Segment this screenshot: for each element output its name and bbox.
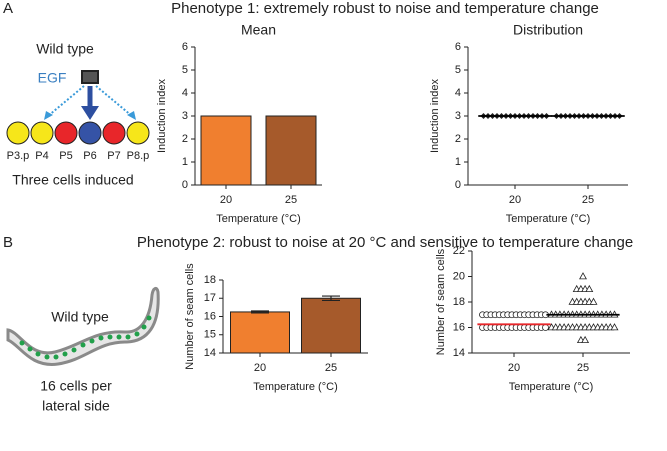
- point: [610, 323, 619, 331]
- axes: [471, 251, 630, 354]
- y-tick-label: 5: [182, 64, 188, 76]
- point: [589, 297, 598, 305]
- y-tick-label: 0: [455, 179, 461, 191]
- y-tick-label: 14: [204, 347, 216, 359]
- y-tick-label: 16: [453, 321, 465, 333]
- y-tick-label: 18: [453, 296, 465, 308]
- y-axis-title: Number of seam cells: [184, 263, 196, 370]
- x-tick-label: 20: [220, 194, 232, 206]
- bar: [200, 115, 252, 186]
- bar: [301, 297, 361, 354]
- y-tick-label: 4: [182, 87, 188, 99]
- x-tick-label: 20: [254, 362, 266, 374]
- diagram-heading: Wild type: [51, 309, 109, 325]
- axes: [194, 47, 322, 186]
- cell-label: P4: [35, 150, 48, 162]
- y-axis-title: Number of seam cells: [435, 248, 447, 355]
- y-tick-label: 22: [453, 245, 465, 257]
- x-axis-title: Temperature (°C): [253, 381, 337, 393]
- error-bar: [251, 310, 269, 314]
- point: [581, 335, 590, 344]
- y-tick-label: 3: [182, 110, 188, 122]
- cells: [6, 121, 150, 145]
- y-tick-label: 15: [204, 329, 216, 341]
- point: [579, 272, 587, 280]
- cell-label: P3.p: [7, 150, 30, 162]
- diagram-caption: 16 cells per: [40, 378, 112, 394]
- y-tick-label: 20: [453, 270, 465, 282]
- worm: [6, 286, 160, 366]
- point: [585, 284, 594, 293]
- y-tick-label: 1: [455, 156, 461, 168]
- x-tick-label: 20: [509, 194, 521, 206]
- y-tick-label: 3: [455, 110, 461, 122]
- y-tick-label: 6: [455, 41, 461, 53]
- y-tick-label: 6: [182, 41, 188, 53]
- y-tick-label: 18: [204, 274, 216, 286]
- error-bar: [322, 295, 340, 302]
- signal-arrows: [44, 70, 136, 120]
- panel-title: Phenotype 2: robust to noise at 20 °C an…: [137, 234, 633, 251]
- x-axis-title: Temperature (°C): [506, 213, 590, 225]
- x-tick-label: 25: [582, 194, 594, 206]
- cell-label: P5: [59, 150, 72, 162]
- diagram-caption: Three cells induced: [12, 172, 133, 188]
- y-tick-label: 14: [453, 347, 465, 359]
- axes: [222, 280, 368, 354]
- cell-label: P7: [107, 150, 120, 162]
- bar: [265, 115, 317, 186]
- y-axis-title: Induction index: [429, 79, 441, 153]
- chart-title: Distribution: [513, 22, 583, 38]
- x-tick-label: 25: [325, 362, 337, 374]
- y-tick-label: 16: [204, 310, 216, 322]
- diagram-heading: Wild type: [36, 41, 94, 57]
- cell-label: P6: [83, 150, 96, 162]
- axes: [467, 47, 628, 186]
- point: [542, 324, 549, 331]
- y-tick-label: 4: [455, 87, 461, 99]
- x-axis-title: Temperature (°C): [216, 213, 300, 225]
- diagram-caption: lateral side: [42, 398, 110, 414]
- y-axis-title: Induction index: [156, 79, 168, 153]
- y-tick-label: 5: [455, 64, 461, 76]
- x-tick-label: 25: [285, 194, 297, 206]
- signal-label: EGF: [38, 70, 67, 86]
- panel-label: B: [3, 234, 13, 251]
- x-tick-label: 20: [508, 362, 520, 374]
- x-axis-title: Temperature (°C): [509, 381, 593, 393]
- y-tick-label: 1: [182, 156, 188, 168]
- panel-label: A: [3, 0, 13, 17]
- panel-title: Phenotype 1: extremely robust to noise a…: [171, 0, 599, 17]
- bar: [230, 311, 290, 354]
- x-tick-label: 25: [577, 362, 589, 374]
- y-tick-label: 0: [182, 179, 188, 191]
- y-tick-label: 2: [182, 133, 188, 145]
- y-tick-label: 17: [204, 292, 216, 304]
- cell-label: P8.p: [127, 150, 150, 162]
- y-tick-label: 2: [455, 133, 461, 145]
- chart-title: Mean: [241, 22, 276, 38]
